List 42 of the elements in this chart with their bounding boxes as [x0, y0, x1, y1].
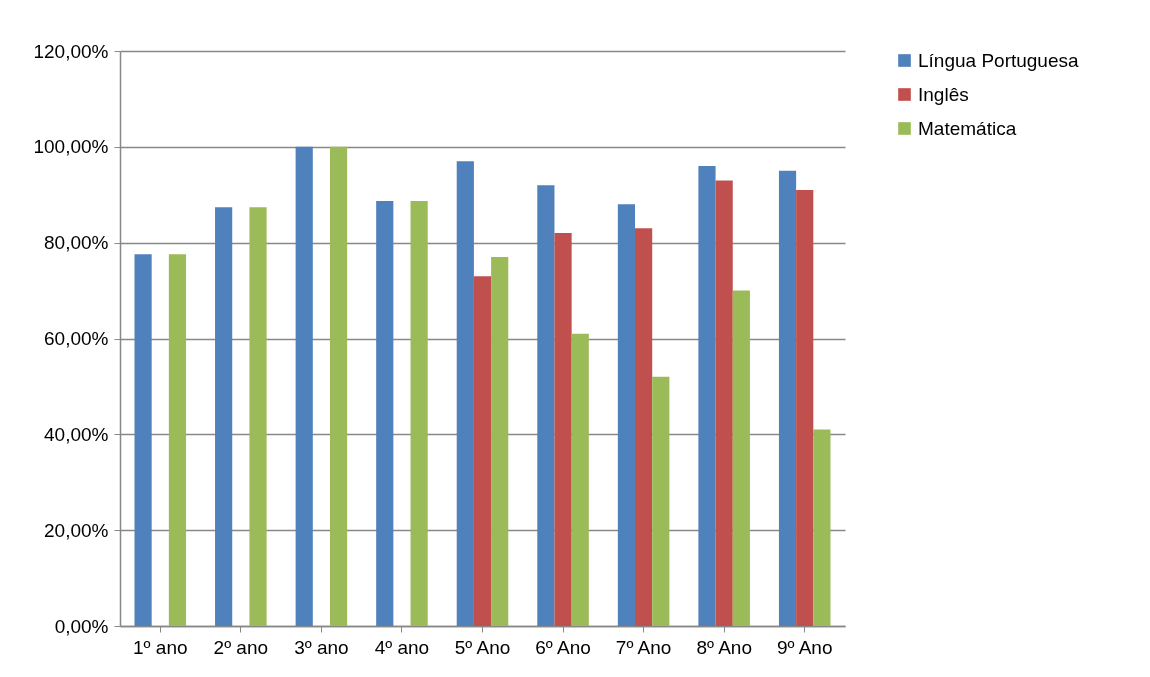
bar — [813, 429, 831, 626]
bar — [537, 185, 555, 626]
y-tick-label: 0,00% — [54, 615, 109, 637]
legend-label: Matemática — [918, 117, 1017, 139]
bar — [554, 233, 572, 626]
bar — [376, 200, 394, 626]
y-tick-label: 20,00% — [44, 519, 109, 541]
legend-label: Língua Portuguesa — [918, 49, 1080, 71]
y-tick-label: 120,00% — [33, 40, 109, 62]
bar — [491, 257, 509, 626]
y-tick-label: 40,00% — [44, 423, 109, 445]
y-tick-label: 60,00% — [44, 328, 109, 349]
x-tick-label: 9º Ano — [776, 636, 833, 658]
x-tick-label: 8º Ano — [696, 636, 752, 658]
y-tick-label: 100,00% — [33, 136, 109, 158]
x-tick-label: 4º ano — [374, 636, 430, 658]
bar — [698, 166, 716, 626]
bar — [249, 207, 267, 626]
bar — [796, 189, 814, 626]
bar — [410, 200, 428, 626]
y-tick-label: 80,00% — [44, 232, 109, 254]
bar — [329, 146, 348, 626]
bar — [778, 170, 797, 626]
x-tick-label: 1º ano — [133, 636, 188, 658]
bar — [571, 333, 589, 626]
x-tick-label: 3º ano — [294, 636, 349, 658]
bar — [295, 146, 313, 626]
bar — [652, 376, 670, 626]
bar — [617, 204, 636, 626]
x-tick-label: 5º Ano — [454, 636, 511, 658]
legend-label: Inglês — [918, 83, 969, 105]
x-tick-label: 2º ano — [213, 636, 269, 658]
x-tick-label: 6º Ano — [535, 636, 591, 658]
bar — [134, 254, 152, 626]
x-tick-label: 7º Ano — [615, 636, 672, 658]
bar — [215, 207, 233, 626]
bar — [456, 161, 474, 626]
bar — [168, 254, 187, 626]
bar — [732, 290, 750, 626]
bar — [635, 228, 653, 626]
bar — [715, 180, 733, 626]
bar — [473, 276, 492, 626]
